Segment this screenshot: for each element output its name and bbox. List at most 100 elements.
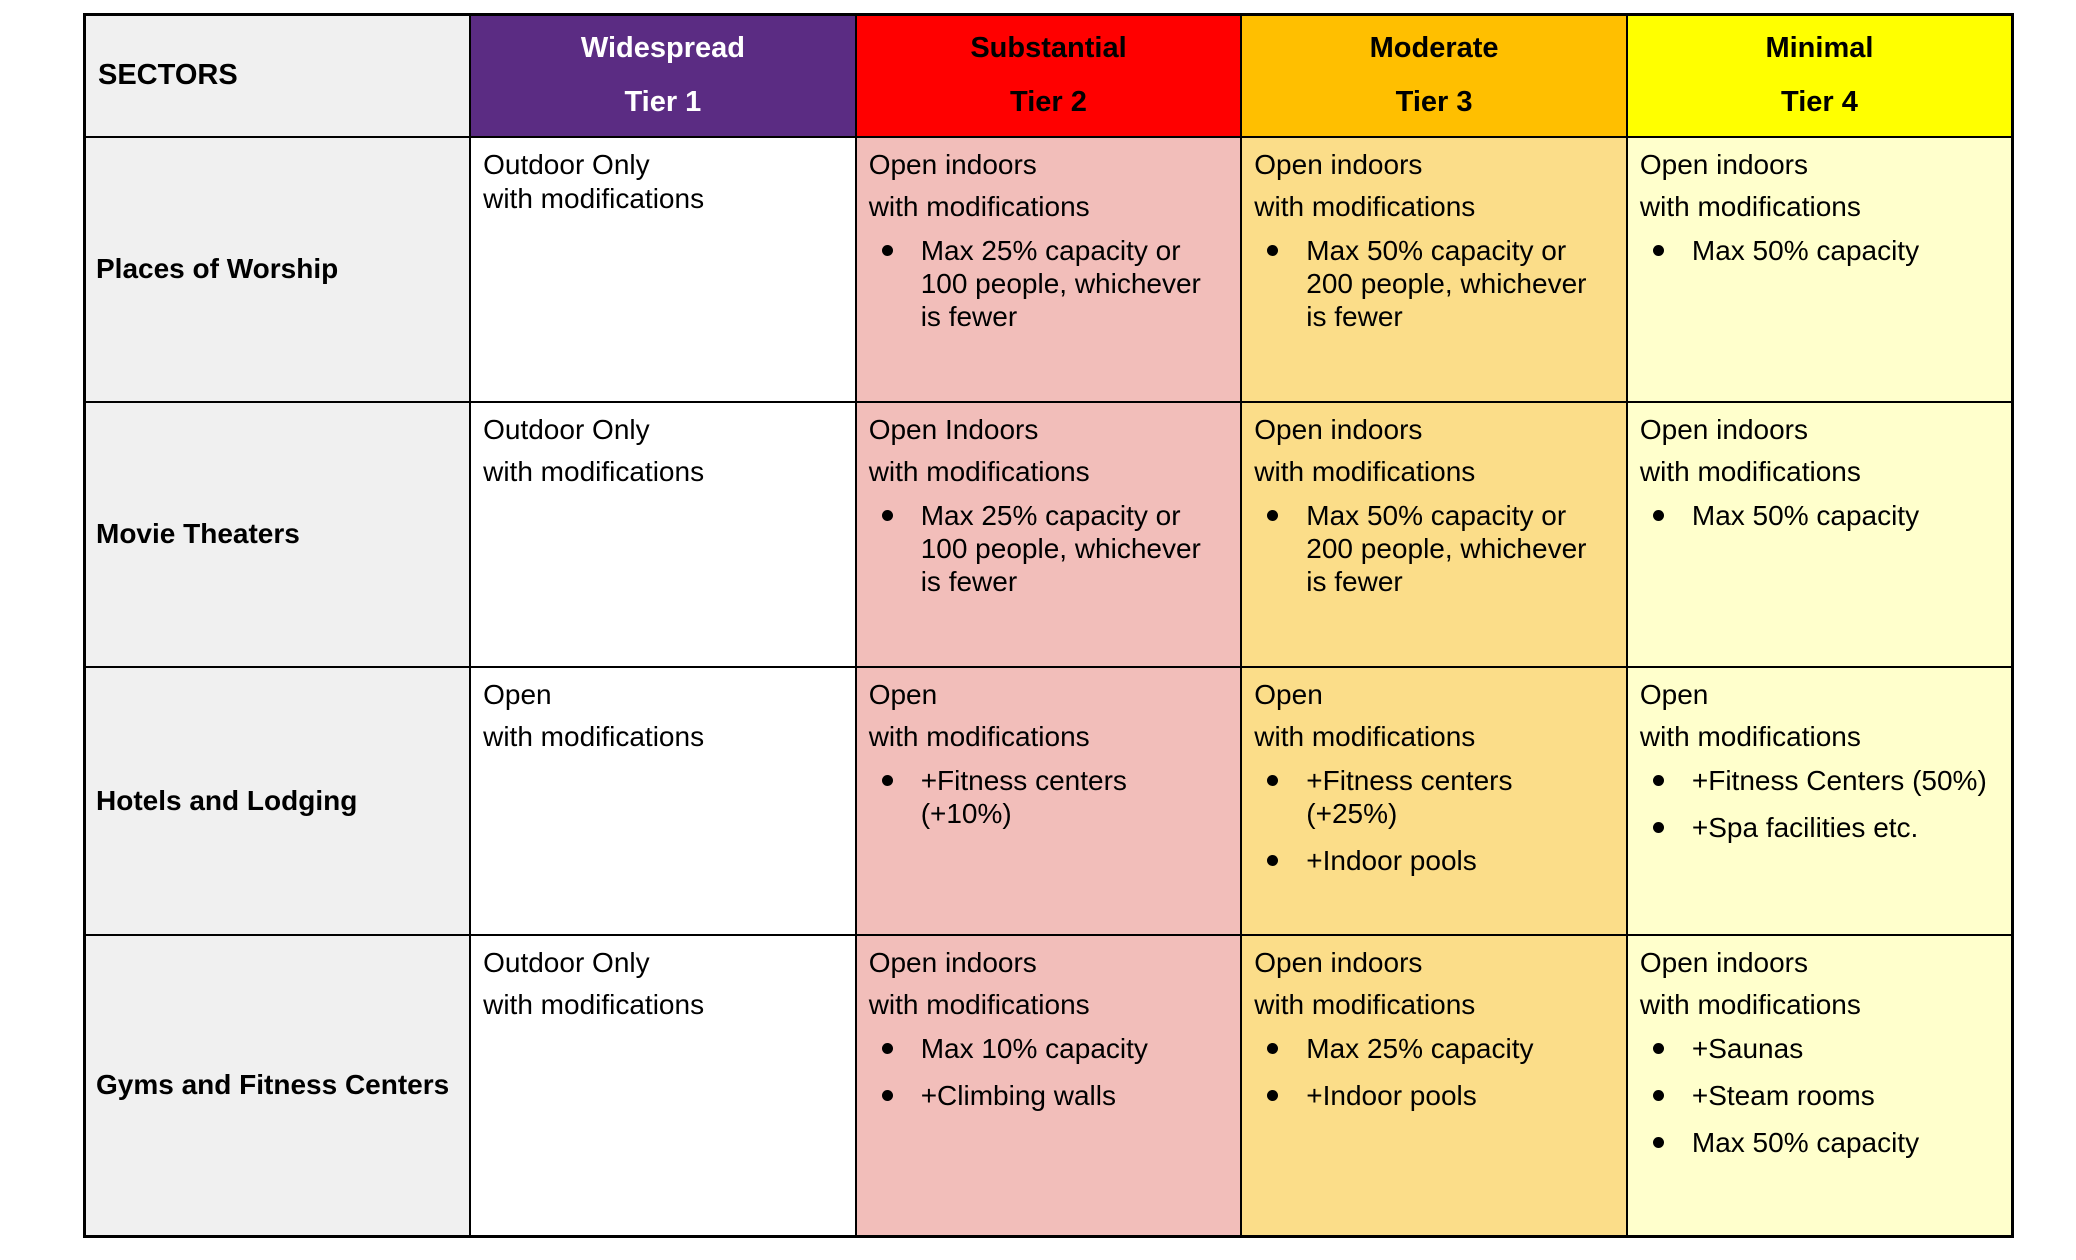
- cell-status-line: with modifications: [1254, 190, 1476, 222]
- tier-name: Substantial: [970, 31, 1127, 64]
- cell-hotels-and-lodging-tier-2: Open with modifications +Fitness centers (…: [854, 665, 1243, 936]
- bullet-list: Max 25% capacity or 100 people, whicheve…: [869, 234, 1233, 333]
- bullet-item: +Indoor pools: [1254, 844, 1618, 877]
- cell-status-line: Open indoors: [868, 946, 1037, 978]
- sector-label-movie-theaters: Movie Theaters: [83, 400, 472, 668]
- tier-label: Tier 2: [1010, 85, 1087, 118]
- cell-places-of-worship-tier-1: Outdoor Only with modifications: [469, 135, 857, 403]
- cell-status-line: with modifications: [1254, 988, 1476, 1020]
- cell-status-line: with modifications: [483, 182, 705, 214]
- cell-status-line: with modifications: [1639, 455, 1861, 487]
- bullet-list: Max 50% capacity or 200 people, whicheve…: [1254, 499, 1618, 598]
- bullet-list: Max 25% capacity +Indoor pools: [1254, 1032, 1618, 1112]
- cell-movie-theaters-tier-2: Open Indoors with modifications Max 25% ca…: [854, 400, 1243, 668]
- cell-status-line: Open indoors: [1639, 946, 1808, 978]
- bullet-item: Max 50% capacity: [1640, 234, 2003, 267]
- cell-status-line: Open indoors: [1254, 413, 1423, 445]
- cell-status-line: Outdoor Only: [483, 413, 650, 445]
- cell-status-line: Open: [1639, 678, 1709, 710]
- sector-label-places-of-worship: Places of Worship: [83, 135, 472, 403]
- tier-header-4: Minimal Tier 4: [1625, 13, 2014, 138]
- table-body: Places of Worship Outdoor Only with modifi…: [83, 135, 2014, 1238]
- cell-status-line: with modifications: [1254, 455, 1476, 487]
- tier-header-3: Moderate Tier 3: [1240, 13, 1628, 138]
- cell-gyms-and-fitness-centers-tier-4: Open indoors with modifications +Saunas +St…: [1625, 933, 2014, 1238]
- cell-status-line: Open: [483, 678, 552, 710]
- cell-gyms-and-fitness-centers-tier-2: Open indoors with modifications Max 10% ca…: [854, 933, 1243, 1238]
- cell-status-line: Open Indoors: [868, 413, 1039, 445]
- bullet-item: Max 50% capacity or 200 people, whicheve…: [1254, 499, 1618, 598]
- cell-hotels-and-lodging-tier-1: Open with modifications: [469, 665, 857, 936]
- cell-status-line: with modifications: [483, 720, 705, 752]
- bullet-list: +Fitness Centers (50%) +Spa facilities et…: [1640, 764, 2003, 844]
- cell-status-line: Open indoors: [1254, 148, 1423, 180]
- tier-name: Widespread: [580, 31, 745, 64]
- cell-hotels-and-lodging-tier-3: Open with modifications +Fitness centers (…: [1240, 665, 1628, 936]
- cell-gyms-and-fitness-centers-tier-1: Outdoor Only with modifications: [469, 933, 857, 1238]
- cell-status-line: with modifications: [483, 988, 705, 1020]
- bullet-list: +Fitness centers (+10%): [869, 764, 1233, 830]
- bullet-list: +Fitness centers (+25%) +Indoor pools: [1254, 764, 1618, 877]
- cell-movie-theaters-tier-1: Outdoor Only with modifications: [469, 400, 857, 668]
- tier-name: Moderate: [1369, 31, 1499, 64]
- cell-status-line: Outdoor Only: [483, 946, 650, 978]
- tier-label: Tier 3: [1395, 85, 1473, 118]
- bullet-list: Max 50% capacity or 200 people, whicheve…: [1254, 234, 1618, 333]
- cell-status-line: Open indoors: [868, 148, 1037, 180]
- tier-label: Tier 1: [624, 85, 702, 118]
- cell-status-line: with modifications: [1639, 190, 1861, 222]
- cell-status-line: Open indoors: [1254, 946, 1423, 978]
- tier-label: Tier 4: [1781, 85, 1858, 118]
- bullet-item: +Saunas: [1640, 1032, 2003, 1065]
- cell-status-line: with modifications: [1639, 720, 1861, 752]
- cell-status-line: Open: [1254, 678, 1323, 710]
- bullet-item: Max 25% capacity: [1254, 1032, 1618, 1065]
- cell-status-line: with modifications: [868, 720, 1090, 752]
- cell-status-line: with modifications: [483, 455, 705, 487]
- table-row-movie-theaters: Movie Theaters Outdoor Only with modificat…: [83, 400, 2014, 668]
- cell-gyms-and-fitness-centers-tier-3: Open indoors with modifications Max 25% ca…: [1240, 933, 1628, 1238]
- bullet-list: Max 25% capacity or 100 people, whicheve…: [869, 499, 1233, 598]
- bullet-list: Max 50% capacity: [1640, 499, 2003, 532]
- tier-name: Minimal: [1765, 31, 1874, 64]
- cell-status-line: Open: [868, 678, 938, 710]
- tier-restrictions-table: SECTORS Widespread Tier 1 Substantial Tier …: [83, 13, 2014, 1238]
- header-row: SECTORS Widespread Tier 1 Substantial Tier …: [83, 13, 2014, 138]
- sector-label-hotels-and-lodging: Hotels and Lodging: [83, 665, 472, 936]
- bullet-list: Max 10% capacity +Climbing walls: [869, 1032, 1233, 1112]
- table-row-hotels-and-lodging: Hotels and Lodging Open with modifications…: [83, 665, 2014, 936]
- sector-label-gyms-and-fitness-centers: Gyms and Fitness Centers: [83, 933, 472, 1238]
- bullet-item: Max 25% capacity or 100 people, whicheve…: [869, 234, 1233, 333]
- tier-header-1: Widespread Tier 1: [469, 13, 857, 138]
- bullet-list: +Saunas +Steam rooms Max 50% capacity: [1640, 1032, 2003, 1159]
- bullet-item: Max 50% capacity or 200 people, whicheve…: [1254, 234, 1618, 333]
- cell-status-line: Open indoors: [1639, 413, 1808, 445]
- cell-status-line: with modifications: [868, 190, 1090, 222]
- bullet-item: +Climbing walls: [869, 1079, 1233, 1112]
- bullet-item: Max 50% capacity: [1640, 1126, 2003, 1159]
- tier-header-2: Substantial Tier 2: [854, 13, 1243, 138]
- bullet-item: Max 25% capacity or 100 people, whicheve…: [869, 499, 1233, 598]
- bullet-item: +Fitness centers (+25%): [1254, 764, 1618, 830]
- bullet-item: +Indoor pools: [1254, 1079, 1618, 1112]
- table-row-gyms-and-fitness-centers: Gyms and Fitness Centers Outdoor Only with…: [83, 933, 2014, 1238]
- bullet-item: Max 10% capacity: [869, 1032, 1233, 1065]
- cell-status-line: Outdoor Only: [483, 148, 650, 180]
- cell-hotels-and-lodging-tier-4: Open with modifications +Fitness Centers (…: [1625, 665, 2014, 936]
- cell-status-line: Open indoors: [1639, 148, 1808, 180]
- cell-status-line: with modifications: [868, 988, 1090, 1020]
- cell-places-of-worship-tier-3: Open indoors with modifications Max 50% ca…: [1240, 135, 1628, 403]
- bullet-item: +Steam rooms: [1640, 1079, 2003, 1112]
- sectors-header: SECTORS: [83, 13, 472, 138]
- bullet-item: +Fitness centers (+10%): [869, 764, 1233, 830]
- bullet-item: +Spa facilities etc.: [1640, 811, 2003, 844]
- bullet-list: Max 50% capacity: [1640, 234, 2003, 267]
- cell-places-of-worship-tier-2: Open indoors with modifications Max 25% ca…: [854, 135, 1243, 403]
- bullet-item: +Fitness Centers (50%): [1640, 764, 2003, 797]
- cell-places-of-worship-tier-4: Open indoors with modifications Max 50% ca…: [1625, 135, 2014, 403]
- cell-status-line: with modifications: [868, 455, 1090, 487]
- cell-movie-theaters-tier-3: Open indoors with modifications Max 50% ca…: [1240, 400, 1628, 668]
- cell-status-line: with modifications: [1639, 988, 1861, 1020]
- cell-status-line: with modifications: [1254, 720, 1476, 752]
